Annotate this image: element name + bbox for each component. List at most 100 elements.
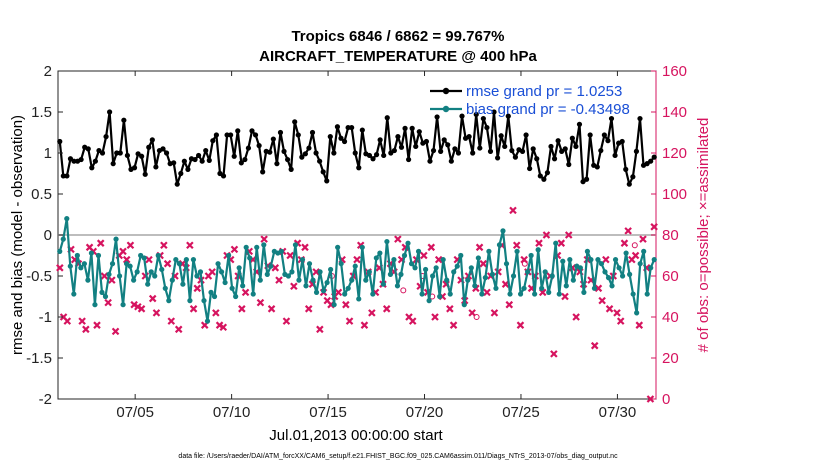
obs-assimilated-point	[353, 255, 361, 264]
rmse-point	[349, 124, 355, 131]
rmse-point	[252, 132, 259, 138]
rmse-point	[637, 115, 643, 122]
bias-point	[240, 283, 246, 289]
bias-point	[602, 269, 608, 275]
rmse-point	[455, 150, 462, 156]
y2-tick-label: 80	[662, 227, 679, 244]
y-tick-label: 0.5	[31, 186, 52, 203]
bias-point	[556, 291, 562, 297]
bias-point	[78, 265, 84, 271]
rmse-point	[203, 147, 209, 154]
bias-point	[525, 269, 531, 275]
obs-assimilated-point	[241, 288, 250, 297]
bias-point	[190, 257, 197, 263]
bias-point	[591, 285, 598, 291]
rmse-point	[434, 114, 440, 120]
bias-point	[437, 293, 443, 300]
rmse-point	[121, 117, 127, 123]
bias-point	[306, 261, 313, 267]
bias-point	[141, 255, 147, 261]
bias-point	[546, 289, 552, 295]
bias-point	[542, 269, 548, 275]
rmse-point	[495, 155, 501, 161]
obs-assimilated-point	[360, 321, 369, 329]
y-tick-label: 1	[44, 145, 52, 162]
rmse-point	[139, 153, 145, 159]
bias-point	[85, 277, 91, 283]
rmse-point	[633, 148, 640, 154]
rmse-point	[527, 165, 533, 172]
rmse-point	[648, 158, 654, 164]
bias-point	[419, 291, 425, 297]
bias-point	[440, 257, 446, 263]
bias-point	[451, 269, 457, 275]
rmse-point	[317, 158, 323, 164]
obs-assimilated-point	[394, 235, 402, 243]
bias-point	[454, 263, 460, 269]
rmse-point	[110, 161, 116, 167]
bias-point	[595, 257, 601, 263]
rmse-point	[313, 150, 319, 156]
x-axis-label: Jul.01,2013 00:00:00 start	[269, 427, 443, 444]
bias-point	[539, 285, 545, 291]
bias-point	[458, 252, 464, 259]
bias-point	[313, 289, 320, 295]
chart-subtitle: AIRCRAFT_TEMPERATURE @ 400 hPa	[259, 48, 537, 65]
obs-assimilated-point	[505, 300, 514, 309]
rmse-point	[356, 165, 362, 171]
bias-point	[408, 261, 415, 267]
bias-point	[106, 271, 112, 277]
bias-point	[155, 252, 161, 259]
bias-point	[535, 247, 541, 253]
y-tick-label: 2	[44, 63, 52, 80]
rmse-point	[131, 165, 138, 171]
bias-point	[352, 263, 358, 269]
obs-assimilated-point	[564, 231, 573, 239]
rmse-point	[64, 173, 70, 179]
obs-assimilated-point	[152, 309, 161, 317]
bias-point	[229, 285, 235, 291]
obs-assimilated-point	[431, 313, 439, 321]
bias-point	[226, 252, 232, 259]
obs-assimilated-point	[639, 235, 647, 243]
obs-assimilated-point	[572, 313, 580, 321]
obs-assimilated-point	[174, 325, 183, 334]
y2-tick-label: 120	[662, 145, 687, 162]
bias-point	[152, 273, 158, 279]
y-tick-label: 0	[44, 227, 52, 244]
bias-point	[328, 266, 334, 273]
bias-point	[444, 277, 450, 283]
rmse-point	[295, 132, 301, 138]
bias-point	[131, 277, 137, 283]
bias-point	[233, 293, 239, 300]
obs-assimilated-point	[561, 292, 569, 301]
rmse-point	[587, 132, 593, 138]
bias-point	[521, 285, 527, 291]
bias-point	[637, 261, 643, 267]
bias-point	[363, 277, 369, 283]
bias-point	[507, 291, 513, 297]
rmse-point	[142, 171, 148, 177]
bias-point	[120, 302, 126, 308]
bias-point	[391, 257, 397, 263]
rmse-point	[381, 152, 387, 159]
bias-point	[176, 261, 182, 267]
bias-point	[303, 283, 309, 289]
rmse-point	[345, 124, 351, 131]
rmse-point	[605, 138, 611, 144]
bias-point	[465, 277, 471, 283]
bias-point	[528, 252, 534, 259]
rmse-point	[309, 129, 316, 136]
rmse-point	[149, 137, 155, 143]
bias-point	[447, 291, 453, 297]
rmse-point	[57, 138, 63, 145]
rmse-point	[583, 176, 590, 182]
bias-point	[503, 261, 510, 267]
obs-assimilated-point	[427, 243, 436, 252]
bias-point	[92, 302, 98, 308]
bias-point	[577, 265, 583, 271]
rmse-series-line	[58, 110, 656, 186]
rmse-point	[274, 161, 280, 167]
bias-point	[215, 261, 221, 267]
x-tick-label: 07/10	[213, 404, 251, 421]
